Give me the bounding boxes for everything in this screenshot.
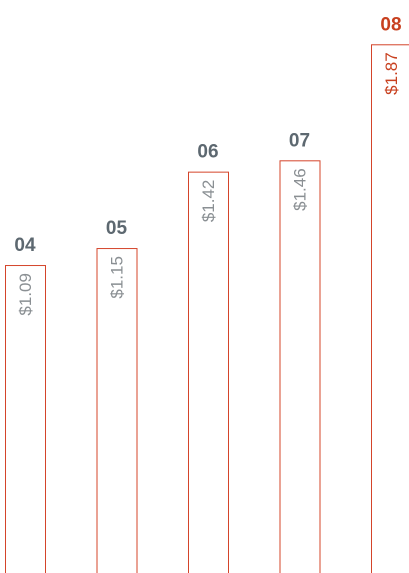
value-label: $1.46 <box>291 168 310 211</box>
bar <box>279 160 321 573</box>
bar <box>188 171 229 573</box>
category-label: 04 <box>14 235 36 256</box>
category-label: 06 <box>197 142 218 163</box>
category-label: 08 <box>380 14 401 35</box>
bar <box>371 44 409 573</box>
category-label: 07 <box>289 130 310 151</box>
value-label: $1.87 <box>382 52 401 95</box>
bar <box>96 248 138 573</box>
value-label: $1.09 <box>16 273 35 316</box>
bar <box>5 265 46 573</box>
value-label: $1.15 <box>108 256 127 299</box>
value-label: $1.42 <box>199 180 218 223</box>
category-label: 05 <box>106 218 128 239</box>
